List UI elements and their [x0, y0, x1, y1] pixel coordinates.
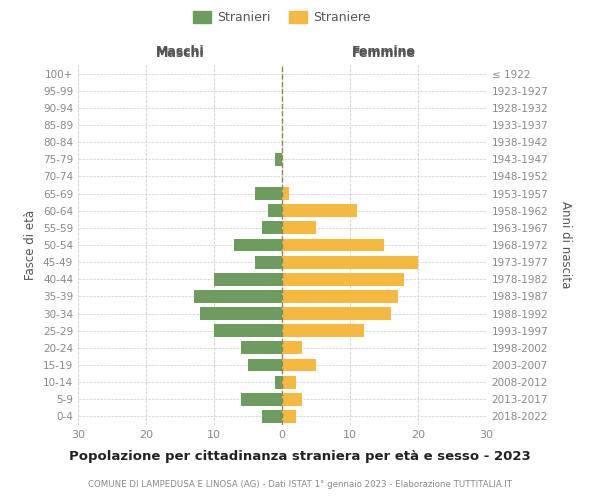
Bar — [214, 273, 282, 285]
Bar — [255, 187, 282, 200]
Bar — [282, 222, 316, 234]
Bar — [268, 204, 282, 217]
Bar — [282, 358, 316, 372]
Bar — [241, 393, 282, 406]
Bar — [282, 204, 357, 217]
Bar — [255, 256, 282, 268]
Bar — [262, 410, 282, 423]
Text: Femmine: Femmine — [352, 45, 416, 58]
Bar — [282, 324, 364, 337]
Bar — [194, 290, 282, 303]
Bar — [200, 307, 282, 320]
Bar — [282, 256, 418, 268]
Bar — [282, 290, 398, 303]
Bar — [282, 376, 296, 388]
Text: Maschi: Maschi — [155, 45, 205, 58]
Bar — [282, 342, 302, 354]
Bar — [248, 358, 282, 372]
Bar — [282, 393, 302, 406]
Bar — [235, 238, 282, 252]
Bar — [282, 273, 404, 285]
Bar — [262, 222, 282, 234]
Bar — [282, 410, 296, 423]
Bar — [241, 342, 282, 354]
Text: Femmine: Femmine — [352, 47, 416, 60]
Bar — [214, 324, 282, 337]
Bar — [282, 307, 391, 320]
Y-axis label: Anni di nascita: Anni di nascita — [559, 202, 572, 288]
Bar — [275, 153, 282, 166]
Y-axis label: Fasce di età: Fasce di età — [25, 210, 37, 280]
Bar — [282, 238, 384, 252]
Bar — [275, 376, 282, 388]
Text: Maschi: Maschi — [155, 47, 205, 60]
Bar — [282, 187, 289, 200]
Text: COMUNE DI LAMPEDUSA E LINOSA (AG) - Dati ISTAT 1° gennaio 2023 - Elaborazione TU: COMUNE DI LAMPEDUSA E LINOSA (AG) - Dati… — [88, 480, 512, 489]
Legend: Stranieri, Straniere: Stranieri, Straniere — [188, 6, 376, 29]
Text: Popolazione per cittadinanza straniera per età e sesso - 2023: Popolazione per cittadinanza straniera p… — [69, 450, 531, 463]
